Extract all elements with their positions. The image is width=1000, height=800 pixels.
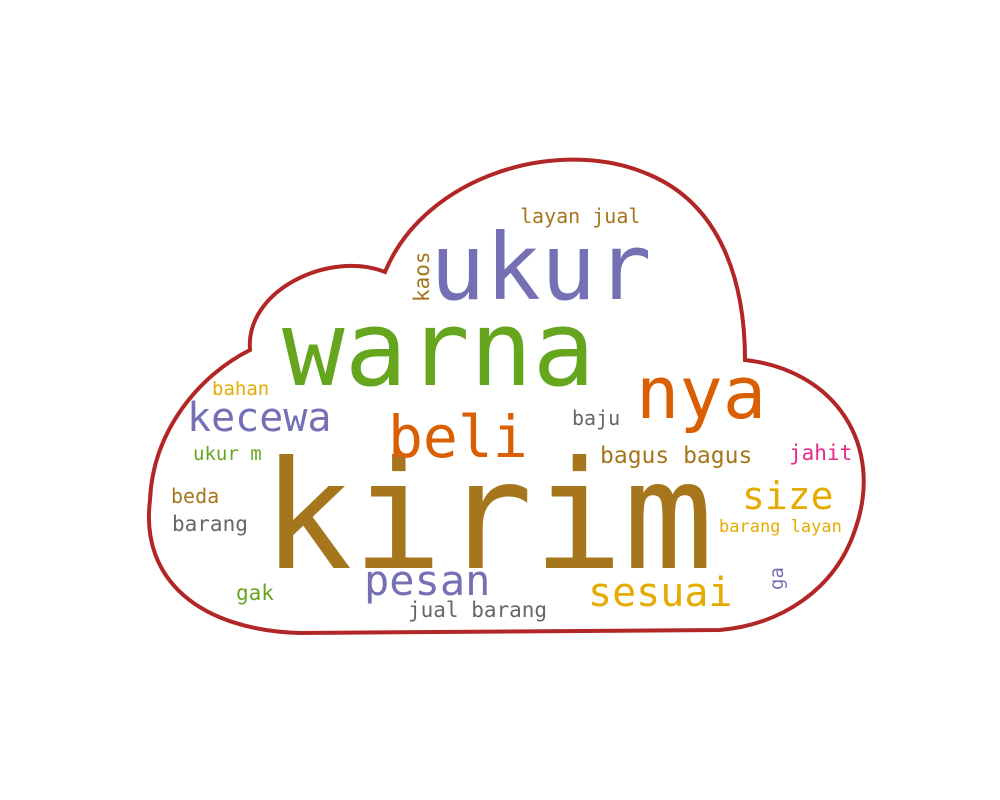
word-ukur: ukur: [430, 214, 652, 321]
word-pesan: pesan: [364, 556, 491, 605]
word-beli: beli: [388, 403, 528, 471]
word-kirim: kirim: [262, 430, 714, 604]
word-baju: baju: [572, 406, 621, 430]
word-barang-layan: barang layan: [719, 517, 842, 537]
word-warna: warna: [282, 288, 596, 410]
word-gak: gak: [236, 581, 274, 605]
word-ukur-m: ukur m: [193, 443, 262, 465]
word-barang: barang: [172, 512, 248, 536]
word-bahan: bahan: [212, 378, 270, 400]
word-bagus-bagus: bagus bagus: [600, 443, 753, 469]
word-jahit: jahit: [789, 441, 853, 465]
word-sesuai: sesuai: [588, 570, 733, 616]
word-kecewa: kecewa: [187, 395, 332, 441]
word-jual-barang: jual barang: [408, 598, 548, 622]
word-layan-jual: layan jual: [520, 204, 641, 228]
word-size: size: [742, 474, 834, 518]
word-nya: nya: [636, 351, 767, 435]
word-beda: beda: [171, 484, 220, 508]
word-kaos: kaos: [410, 251, 434, 302]
cloud-outline: [146, 157, 866, 636]
word-ga: ga: [766, 567, 788, 590]
